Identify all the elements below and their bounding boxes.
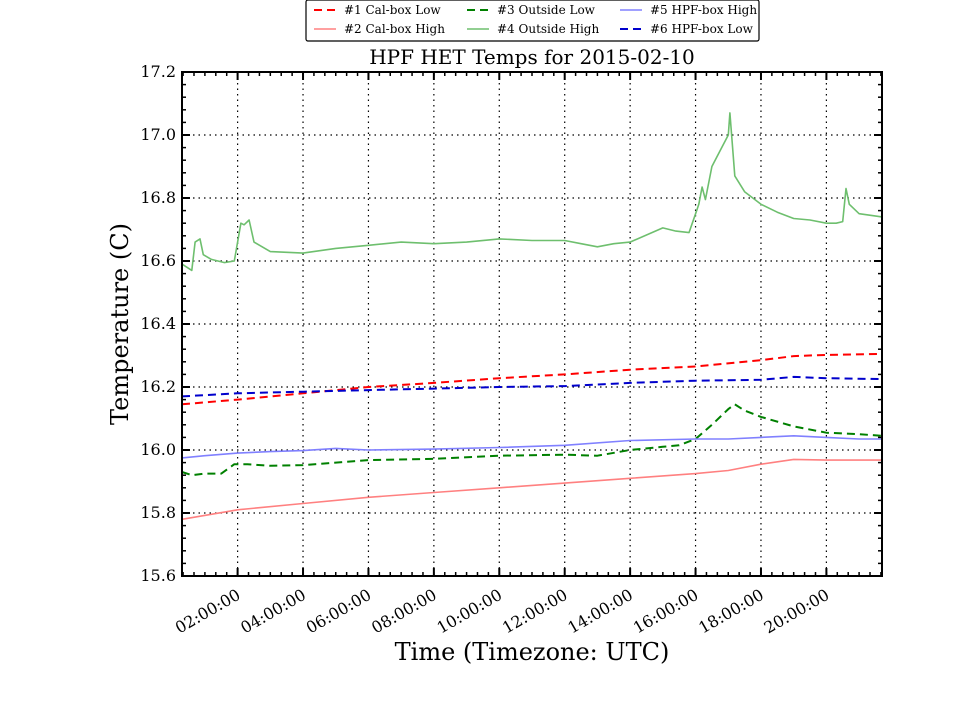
legend-label: #3 Outside Low [497, 3, 596, 17]
x-tick-label: 08:00:00 [368, 585, 440, 637]
x-tick-label: 02:00:00 [172, 585, 244, 637]
x-tick-label: 10:00:00 [434, 585, 506, 637]
legend-box [305, 0, 760, 42]
series-line-2 [181, 458, 882, 521]
x-axis-label: Time (Timezone: UTC) [395, 638, 670, 666]
series-line-5 [181, 434, 882, 459]
legend-label: #6 HPF-box Low [650, 22, 754, 36]
y-tick-label: 17.2 [140, 62, 176, 81]
y-tick-label: 16.4 [140, 314, 176, 333]
grid [182, 72, 882, 576]
ticks: 02:00:0004:00:0006:00:0008:00:0010:00:00… [140, 62, 882, 637]
y-tick-label: 15.6 [140, 566, 176, 585]
series-layer [181, 112, 883, 521]
series-line-6 [181, 375, 883, 398]
y-tick-label: 16.6 [140, 251, 176, 270]
y-tick-label: 16.2 [140, 377, 176, 396]
x-tick-label: 18:00:00 [695, 585, 767, 637]
y-axis-label: Temperature (C) [106, 223, 134, 425]
x-tick-label: 06:00:00 [303, 585, 375, 637]
legend-label: #2 Cal-box High [344, 22, 445, 36]
y-tick-label: 16.8 [140, 188, 176, 207]
legend: #1 Cal-box Low #2 Cal-box High #3 Outside … [305, 0, 760, 42]
y-tick-label: 15.8 [140, 503, 176, 522]
series-line-3 [181, 403, 883, 477]
x-tick-label: 16:00:00 [630, 585, 702, 637]
legend-label: #4 Outside High [497, 22, 599, 36]
chart-title: HPF HET Temps for 2015-02-10 [369, 45, 695, 69]
legend-label: #1 Cal-box Low [344, 3, 441, 17]
x-tick-label: 12:00:00 [499, 585, 571, 637]
x-tick-label: 04:00:00 [237, 585, 309, 637]
y-tick-label: 17.0 [140, 125, 176, 144]
x-tick-label: 20:00:00 [761, 585, 833, 637]
y-tick-label: 16.0 [140, 440, 176, 459]
x-tick-label: 14:00:00 [564, 585, 636, 637]
series-line-4 [181, 112, 883, 272]
legend-label: #5 HPF-box High [650, 3, 757, 17]
series-line-1 [181, 352, 883, 406]
